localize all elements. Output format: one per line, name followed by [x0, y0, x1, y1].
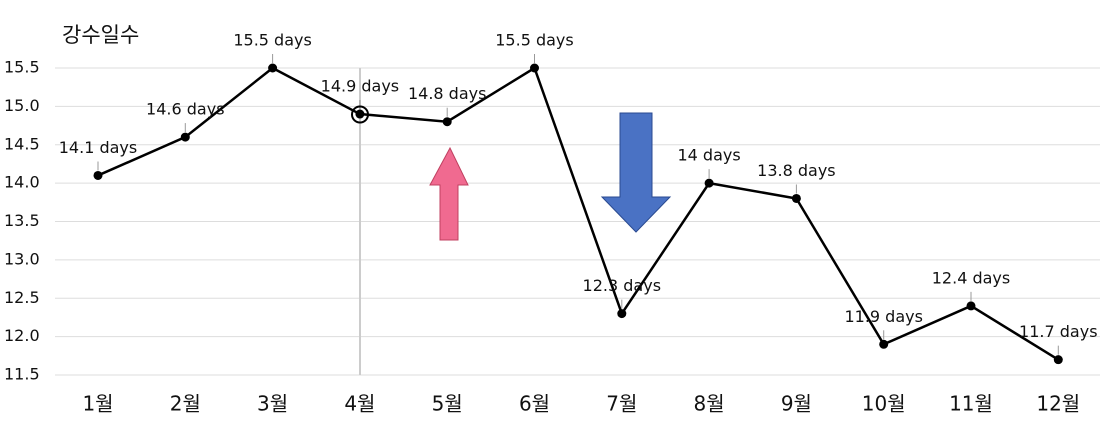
y-tick-label: 11.5: [4, 365, 40, 384]
highlight-ring: [351, 105, 369, 124]
data-label: 11.7 days: [1019, 322, 1097, 341]
y-tick-label: 15.0: [4, 96, 40, 115]
data-label: 14.6 days: [146, 100, 224, 119]
point: [442, 117, 452, 127]
x-tick-label: 9월: [781, 392, 812, 416]
chart-title: 강수일수: [62, 23, 139, 47]
x-tick-label: 7월: [606, 392, 637, 416]
x-tick-label: 5월: [432, 392, 463, 416]
data-label: 14 days: [677, 146, 740, 165]
y-tick-label: 12.5: [4, 288, 40, 307]
point: [879, 339, 889, 349]
x-tick-label: 10월: [862, 392, 906, 416]
point: [268, 63, 278, 73]
point: [791, 193, 801, 203]
point: [355, 109, 365, 119]
x-tick-label: 2월: [170, 392, 201, 416]
x-tick-label: 6월: [519, 392, 550, 416]
point: [966, 301, 976, 311]
y-tick-label: 15.5: [4, 58, 40, 77]
data-label: 15.5 days: [233, 31, 311, 50]
data-label: 13.8 days: [757, 161, 835, 180]
point: [617, 309, 627, 319]
point: [1053, 355, 1063, 365]
point: [530, 63, 539, 73]
point: [704, 178, 714, 188]
y-tick-label: 13.0: [4, 249, 40, 268]
up-arrow: [429, 146, 469, 241]
data-label: 12.4 days: [932, 268, 1010, 287]
x-tick-label: 11월: [949, 392, 993, 416]
data-label: 15.5 days: [495, 31, 573, 50]
point: [180, 132, 190, 142]
data-label: 12.3 days: [583, 276, 661, 295]
line: [97, 66, 1059, 361]
y-tick-label: 13.5: [4, 211, 40, 230]
x-tick-label: 8월: [694, 392, 725, 416]
y-tick-label: 14.0: [4, 173, 40, 192]
y-tick-label: 14.5: [4, 134, 40, 153]
data-label: 14.9 days: [321, 77, 399, 96]
x-tick-label: 12월: [1036, 392, 1080, 416]
data-label: 14.1 days: [59, 138, 137, 157]
y-tick-label: 12.0: [4, 326, 40, 345]
down-arrow: [600, 112, 672, 233]
data-label: 14.8 days: [408, 84, 486, 103]
x-tick-label: 3월: [257, 392, 288, 416]
point: [93, 170, 103, 180]
x-tick-label: 4월: [344, 392, 375, 416]
x-tick-label: 1월: [82, 392, 113, 416]
data-label: 11.9 days: [844, 307, 922, 326]
